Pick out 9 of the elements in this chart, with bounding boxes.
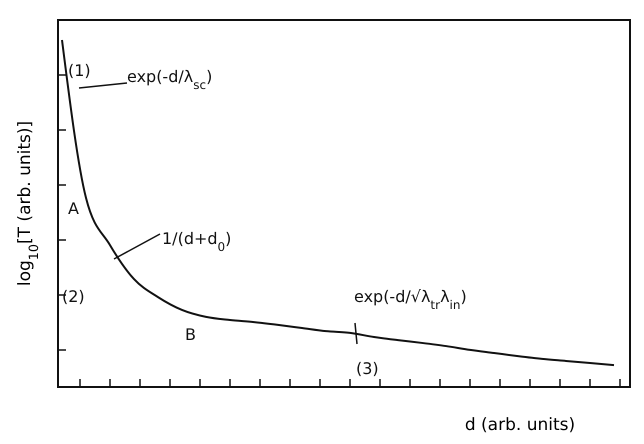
annotation: B: [185, 325, 196, 344]
annotation: (3): [356, 359, 379, 378]
annotation: (2): [62, 287, 85, 306]
annotation: exp(-d/λ$_{sc}$): [127, 67, 212, 92]
annotation: A: [68, 199, 79, 218]
annotation: (1): [68, 61, 91, 80]
annotation: 1/(d+d$_{0}$): [162, 229, 232, 254]
x-axis-title: d (arb. units): [464, 415, 576, 435]
annotation: exp(-d/√λ$_{tr}$λ$_{in}$): [354, 287, 467, 312]
